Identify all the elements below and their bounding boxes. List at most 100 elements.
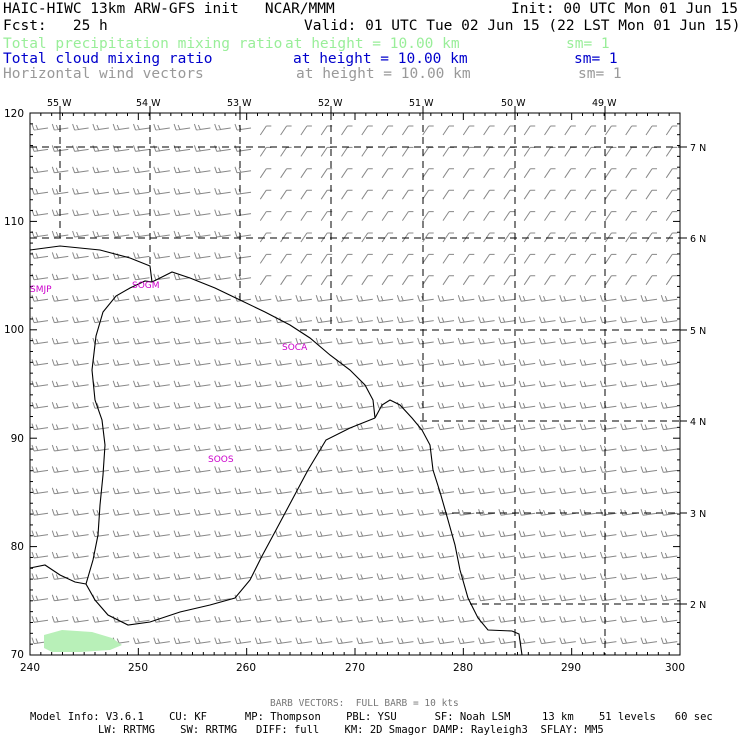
wind-barb [437, 444, 455, 452]
wind-barb [417, 295, 434, 302]
wind-barb [92, 530, 109, 538]
wind-barb [620, 295, 637, 302]
wind-barb [153, 209, 170, 217]
wind-barb [193, 551, 211, 559]
wind-barb [417, 594, 434, 602]
wind-barb [275, 530, 292, 538]
x-tick-240: 240 [20, 662, 40, 674]
wind-barb [234, 209, 252, 217]
wind-barb [457, 637, 475, 645]
wind-barb [280, 275, 292, 286]
x-tick-250: 250 [128, 662, 148, 674]
wind-barb [92, 188, 109, 195]
wind-barb [300, 232, 312, 243]
wind-barb [564, 211, 576, 221]
wind-barb [483, 275, 495, 286]
wind-barb [518, 637, 536, 645]
wind-barb [620, 573, 637, 580]
wind-barb [153, 466, 170, 473]
wind-barb [295, 316, 312, 324]
wind-barb [112, 230, 130, 238]
wind-barb [254, 637, 272, 645]
wind-barb [133, 252, 150, 259]
wind-barb [478, 530, 495, 538]
wind-barb [579, 359, 597, 366]
wind-barb [173, 466, 191, 473]
wind-barb [133, 466, 150, 473]
wind-barb [625, 125, 637, 136]
wind-barb [92, 316, 109, 324]
wind-barb [579, 594, 597, 602]
wind-barb [620, 337, 637, 345]
wind-barb [417, 466, 434, 473]
wind-barb [376, 551, 394, 559]
wind-barb [640, 423, 658, 431]
wind-barb [462, 211, 475, 221]
wind-barb [92, 487, 109, 495]
wind-barb [234, 551, 252, 559]
wind-barb [259, 211, 272, 221]
wind-barb [92, 509, 109, 516]
wind-barb [173, 166, 191, 174]
wind-barb [112, 573, 130, 580]
wind-barb [259, 189, 272, 200]
wind-barb [640, 466, 658, 473]
wind-barb [72, 166, 89, 174]
wind-barb [254, 487, 272, 495]
wind-barb [625, 253, 637, 264]
wind-barb [518, 616, 536, 623]
x-tick-300: 300 [665, 662, 685, 674]
wind-barb [457, 487, 475, 495]
wind-barb [300, 168, 312, 179]
wind-barb [620, 530, 637, 538]
wind-barb [417, 444, 434, 452]
wind-barb [214, 402, 231, 409]
wind-barb [564, 275, 576, 286]
wind-barb [640, 337, 658, 345]
wind-barb [401, 211, 414, 221]
wind-barb [478, 551, 495, 559]
y-tick-80: 80 [11, 541, 24, 553]
wind-barb [518, 530, 536, 538]
wind-barb [376, 380, 394, 388]
wind-barb [457, 402, 475, 409]
wind-barb [133, 166, 150, 174]
wind-barb [31, 166, 49, 174]
wind-barb [599, 637, 617, 645]
wind-barb [640, 487, 658, 495]
wind-barb [315, 466, 333, 473]
wind-barb [640, 573, 658, 580]
wind-barb [665, 168, 678, 179]
wind-barb [112, 316, 130, 324]
wind-barb [478, 423, 495, 431]
model-info-line2: LW: RRTMG SW: RRTMG DIFF: full KM: 2D Sm… [98, 724, 604, 736]
wind-barb [422, 125, 434, 136]
wind-barb [599, 594, 617, 602]
wind-barb [539, 423, 556, 431]
wind-barb [173, 594, 191, 602]
wind-barb [214, 209, 231, 217]
wind-barb [579, 316, 597, 324]
wind-barb [153, 316, 170, 324]
wind-barb [336, 295, 353, 302]
wind-barb [417, 509, 434, 516]
wind-barb [153, 145, 170, 152]
wind-barb [361, 146, 373, 157]
wind-barb [173, 551, 191, 559]
wind-barb [254, 594, 272, 602]
wind-barb [620, 551, 637, 559]
wind-barb [315, 573, 333, 580]
x-tick-260: 260 [236, 662, 256, 674]
wind-barb [173, 444, 191, 452]
wind-barb [173, 316, 191, 324]
wind-barb [341, 168, 353, 179]
wind-barb [559, 594, 576, 602]
wind-barb [173, 337, 191, 345]
wind-barb [356, 402, 373, 409]
lon-label-49w: 49 W [592, 98, 617, 109]
wind-barb [442, 189, 454, 200]
wind-barb [396, 616, 414, 623]
wind-barb [295, 402, 312, 409]
wind-barb [254, 573, 272, 580]
wind-barb [498, 402, 515, 409]
